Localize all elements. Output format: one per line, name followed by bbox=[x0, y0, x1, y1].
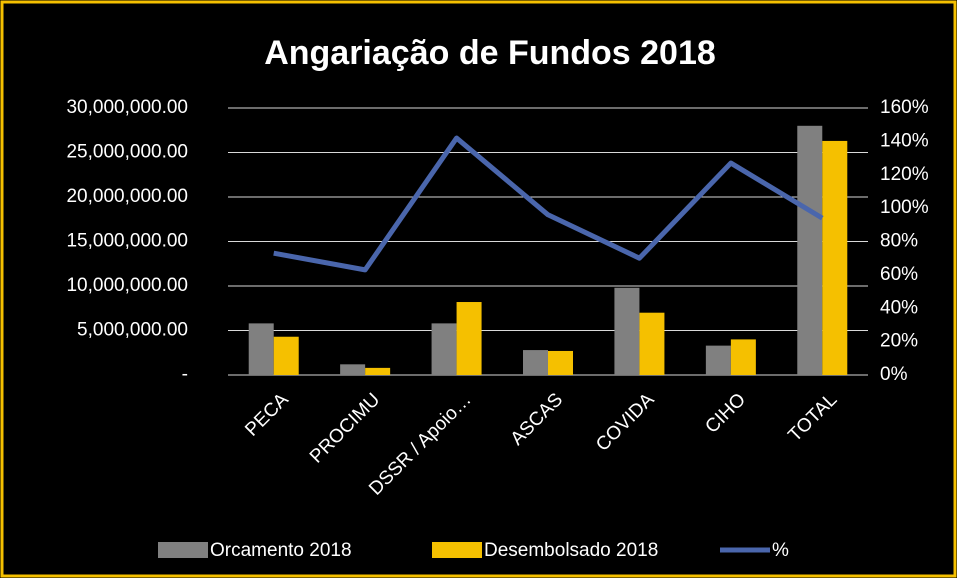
legend-swatch bbox=[158, 542, 208, 558]
y-tick-label: 25,000,000.00 bbox=[66, 142, 188, 163]
y-tick-label: 20,000,000.00 bbox=[66, 186, 188, 207]
y2-tick-label: 20% bbox=[880, 331, 918, 352]
bar bbox=[456, 302, 482, 375]
bar bbox=[797, 125, 823, 375]
y2-tick-label: 40% bbox=[880, 297, 918, 318]
bar bbox=[273, 336, 299, 375]
bar bbox=[730, 339, 756, 375]
y2-tick-label: 0% bbox=[880, 364, 908, 385]
y2-tick-label: 60% bbox=[880, 264, 918, 285]
y2-tick-label: 160% bbox=[880, 97, 929, 118]
y-tick-label: 30,000,000.00 bbox=[66, 97, 188, 118]
y2-tick-label: 80% bbox=[880, 231, 918, 252]
bar bbox=[822, 140, 848, 375]
legend-label: % bbox=[772, 540, 789, 561]
y2-tick-label: 120% bbox=[880, 164, 929, 185]
line bbox=[273, 135, 824, 273]
y-tick-label: 5,000,000.00 bbox=[77, 320, 188, 341]
legend-label: Desembolsado 2018 bbox=[484, 540, 658, 561]
y2-tick-label: 100% bbox=[880, 197, 929, 218]
y-tick-label: 10,000,000.00 bbox=[66, 275, 188, 296]
bar bbox=[340, 364, 366, 375]
bar bbox=[705, 345, 731, 375]
y2-tick-label: 140% bbox=[880, 130, 929, 151]
bar bbox=[365, 367, 391, 375]
bar bbox=[614, 287, 640, 375]
y-tick-label: - bbox=[182, 364, 188, 385]
bar bbox=[523, 350, 548, 375]
y-tick-label: 15,000,000.00 bbox=[66, 231, 188, 252]
legend-swatch bbox=[432, 542, 482, 558]
legend-label: Orcamento 2018 bbox=[210, 540, 352, 561]
bar bbox=[639, 312, 665, 375]
bar bbox=[431, 323, 457, 375]
bar bbox=[548, 350, 573, 375]
bar bbox=[248, 323, 274, 375]
chart-title: Angariação de Fundos 2018 bbox=[264, 34, 716, 72]
